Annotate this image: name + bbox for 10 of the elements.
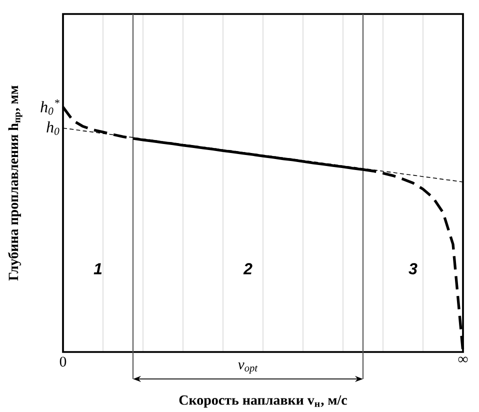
annotation: 3 <box>408 263 418 274</box>
x-tick-label: ∞ <box>458 356 468 362</box>
x-axis-title: Скорость наплавки v$_{н}$, м/с <box>179 395 347 408</box>
annotation: h$_{0}$* <box>40 99 60 115</box>
annotation: h$_{0}$ <box>46 121 60 135</box>
annotation: 2 <box>243 263 252 274</box>
y-axis-title: Глубина проплавления h$_{пр}$, мм <box>8 86 22 281</box>
x-tick-label: 0 <box>60 356 66 367</box>
text: v$_{opt}$ <box>238 362 258 374</box>
annotation: 1 <box>94 263 102 274</box>
